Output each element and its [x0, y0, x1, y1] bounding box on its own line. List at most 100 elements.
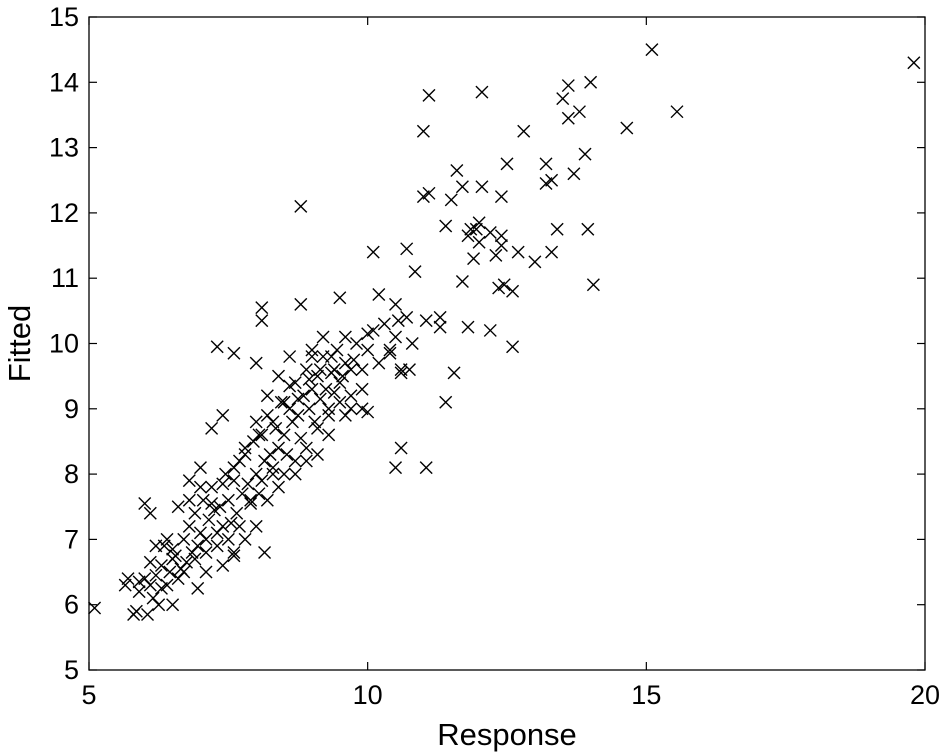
- data-point: [302, 372, 316, 386]
- data-point: [221, 493, 235, 507]
- data-point: [377, 317, 391, 331]
- data-point: [584, 75, 598, 89]
- data-point: [416, 124, 430, 138]
- data-point: [294, 431, 308, 445]
- x-tick-label: 15: [631, 680, 661, 710]
- data-point: [361, 327, 375, 341]
- data-point: [249, 415, 263, 429]
- data-point: [391, 314, 405, 328]
- y-tick-label: 15: [49, 2, 79, 32]
- data-point: [230, 506, 244, 520]
- data-point: [433, 310, 447, 324]
- data-point: [241, 477, 255, 491]
- data-point: [311, 421, 325, 435]
- data-point: [271, 441, 285, 455]
- data-point: [216, 477, 230, 491]
- data-point: [402, 363, 416, 377]
- data-point: [464, 222, 478, 236]
- data-point: [389, 461, 403, 475]
- data-point: [191, 581, 205, 595]
- data-point: [152, 598, 166, 612]
- data-point: [361, 343, 375, 357]
- data-point: [475, 180, 489, 194]
- data-point: [545, 245, 559, 259]
- x-tick-label: 20: [910, 680, 940, 710]
- data-point: [305, 350, 319, 364]
- data-point: [252, 487, 266, 501]
- data-point: [383, 343, 397, 357]
- y-tick-label: 9: [64, 394, 79, 424]
- data-point: [260, 493, 274, 507]
- data-point: [252, 428, 266, 442]
- data-point: [545, 173, 559, 187]
- data-point: [572, 105, 586, 119]
- data-point: [372, 288, 386, 302]
- data-point: [483, 225, 497, 239]
- data-point: [408, 265, 422, 279]
- data-point: [224, 516, 238, 530]
- data-point: [177, 532, 191, 546]
- data-point: [506, 284, 520, 298]
- data-point: [182, 493, 196, 507]
- y-tick-label: 12: [49, 198, 79, 228]
- data-point: [141, 608, 155, 621]
- data-point: [302, 402, 316, 416]
- data-point: [255, 301, 269, 315]
- data-point: [244, 493, 258, 507]
- data-point: [166, 552, 180, 566]
- data-point: [461, 320, 475, 334]
- data-point: [450, 163, 464, 177]
- data-point: [255, 314, 269, 328]
- data-point: [350, 337, 364, 350]
- data-point: [389, 330, 403, 344]
- data-point: [121, 572, 135, 586]
- data-point: [210, 340, 224, 354]
- data-point: [333, 395, 347, 409]
- data-point: [305, 382, 319, 396]
- data-point: [193, 480, 207, 494]
- y-tick-label: 11: [51, 263, 79, 293]
- data-point: [372, 356, 386, 370]
- y-tick-label: 14: [49, 67, 79, 97]
- data-point: [205, 421, 219, 435]
- data-point: [469, 222, 483, 236]
- data-point: [311, 369, 325, 383]
- data-point: [322, 402, 336, 416]
- data-point: [475, 85, 489, 99]
- data-point: [299, 441, 313, 455]
- data-point: [288, 454, 302, 468]
- data-point: [322, 428, 336, 442]
- data-point: [274, 395, 288, 409]
- data-point: [355, 382, 369, 396]
- axis-ticks: [88, 16, 926, 671]
- data-point: [299, 454, 313, 468]
- data-point: [394, 441, 408, 455]
- data-point: [494, 190, 508, 204]
- data-point: [263, 448, 277, 462]
- data-point: [280, 448, 294, 462]
- data-point: [191, 539, 205, 553]
- data-point: [132, 585, 146, 599]
- data-point: [180, 555, 194, 569]
- data-point: [439, 219, 453, 233]
- data-point: [419, 461, 433, 475]
- axis-tick-labels: 5 10 15 20 5 6 7 8 9 10 11 12 13 14 15: [49, 2, 940, 710]
- data-point: [143, 578, 157, 592]
- data-point: [166, 542, 180, 556]
- data-point: [561, 111, 575, 125]
- data-point: [255, 474, 269, 488]
- data-point: [196, 493, 210, 507]
- data-point: [472, 216, 486, 230]
- data-point: [258, 545, 272, 559]
- data-point: [336, 369, 350, 383]
- data-point: [219, 467, 233, 481]
- data-point: [455, 180, 469, 194]
- data-point: [316, 330, 330, 344]
- data-point: [154, 581, 168, 595]
- data-point: [483, 323, 497, 337]
- data-point: [581, 222, 595, 236]
- data-point: [193, 461, 207, 475]
- data-point: [461, 229, 475, 243]
- data-point: [506, 340, 520, 354]
- data-point: [578, 147, 592, 161]
